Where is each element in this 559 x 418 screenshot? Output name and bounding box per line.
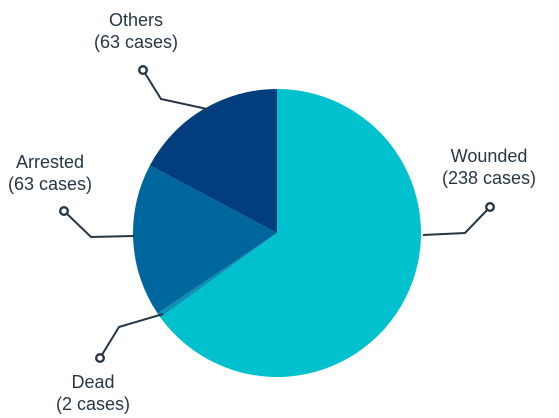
leader-dot-arrested bbox=[59, 205, 70, 216]
leader-line-dead bbox=[99, 313, 164, 359]
label-wounded-count: (238 cases) bbox=[442, 168, 537, 188]
label-others-name: Others bbox=[109, 10, 164, 30]
pie-slices bbox=[132, 89, 422, 377]
leader-line-arrested bbox=[63, 210, 135, 239]
label-dead: Dead (2 cases) bbox=[56, 371, 130, 415]
leader-line-wounded bbox=[422, 206, 491, 236]
label-arrested-name: Arrested bbox=[16, 152, 85, 172]
leader-lines bbox=[59, 64, 496, 364]
label-others-count: (63 cases) bbox=[94, 32, 179, 52]
leader-dot-dead bbox=[94, 353, 105, 364]
pie-slice-others bbox=[149, 89, 277, 233]
label-dead-name: Dead bbox=[71, 372, 115, 392]
leader-dot-others bbox=[137, 64, 148, 75]
label-arrested: Arrested (63 cases) bbox=[8, 151, 92, 195]
pie-slice-dead bbox=[157, 233, 277, 318]
pie-slice-wounded bbox=[160, 89, 422, 377]
label-others: Others (63 cases) bbox=[94, 9, 178, 53]
label-arrested-count: (63 cases) bbox=[8, 174, 93, 194]
pie-slice-arrested bbox=[132, 165, 277, 314]
label-wounded: Wounded (238 cases) bbox=[442, 145, 536, 189]
label-dead-count: (2 cases) bbox=[56, 394, 131, 414]
leader-dot-wounded bbox=[485, 201, 496, 212]
leader-line-others bbox=[142, 69, 208, 110]
label-wounded-name: Wounded bbox=[450, 146, 528, 166]
